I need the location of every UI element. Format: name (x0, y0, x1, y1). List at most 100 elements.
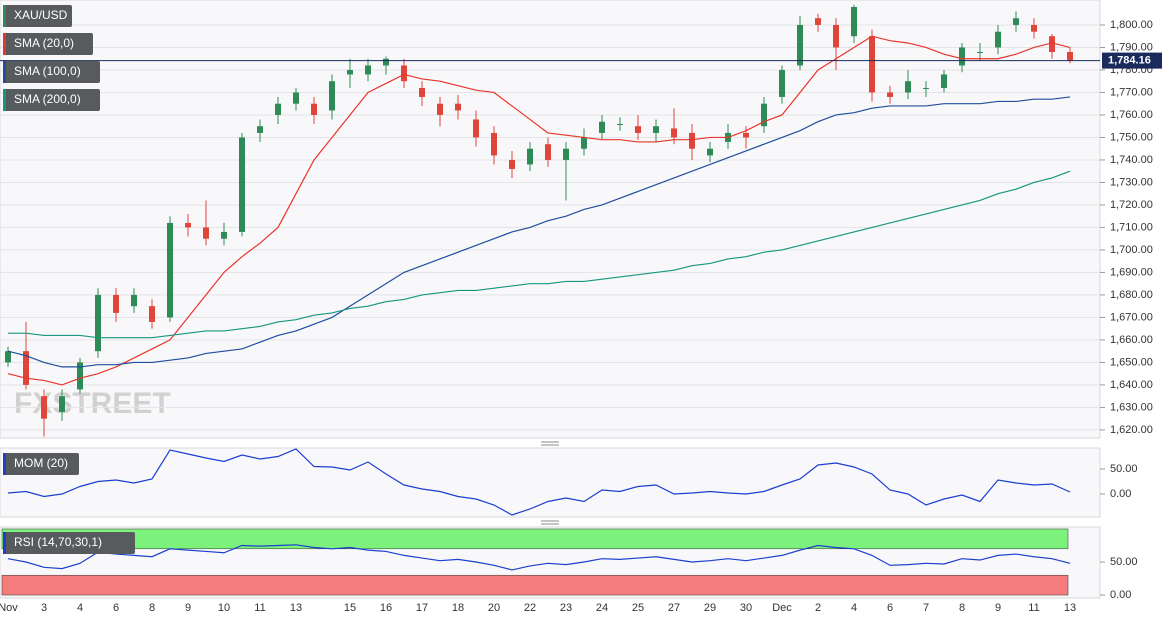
legend-label: RSI (14,70,30,1) (14, 535, 102, 549)
legend-swatch (3, 532, 6, 554)
legend-swatch (3, 453, 6, 475)
legend-swatch (3, 89, 6, 111)
x-tick-label: 20 (488, 602, 500, 614)
main-panel (0, 0, 1101, 439)
candle-body (689, 132, 695, 149)
candle-body (419, 87, 425, 97)
candle-body (167, 222, 173, 318)
legend-item[interactable]: SMA (200,0) (3, 89, 100, 111)
y-tick-label: 1,700.00 (1110, 244, 1153, 256)
last-price-label: 1,784.16 (1108, 55, 1151, 67)
y-tick-label: 1,770.00 (1110, 86, 1153, 98)
candle-body (149, 306, 155, 322)
candle-body (239, 137, 245, 232)
candle-body (293, 92, 299, 104)
series-line (7, 96, 1071, 368)
candle-body (905, 81, 911, 93)
rsi-band (1, 574, 1069, 596)
candle-body (401, 65, 407, 82)
candle-body (635, 126, 641, 133)
legend-box (3, 532, 135, 554)
candle-body (491, 132, 497, 156)
legend-box (3, 33, 93, 55)
y-tick-label: 1,640.00 (1110, 379, 1153, 391)
y-tick-label: 1,680.00 (1110, 289, 1153, 301)
x-tick-label: 17 (416, 602, 428, 614)
candle-body (833, 24, 839, 48)
candle-body (455, 103, 461, 111)
candle-body (923, 87, 929, 89)
x-tick-label: 10 (218, 602, 230, 614)
candle-body (1049, 36, 1055, 52)
x-tick-label: 30 (740, 602, 752, 614)
x-tick-label: 4 (77, 602, 83, 614)
candle-body (1067, 51, 1073, 61)
legend-box (3, 453, 79, 475)
last-price-box (1102, 52, 1162, 69)
series-line (8, 170, 1071, 339)
x-tick-label: 2 (815, 602, 821, 614)
y-tick-label: 1,710.00 (1110, 221, 1153, 233)
series-line (7, 544, 1071, 571)
candle-body (815, 18, 821, 25)
legend-item[interactable]: MOM (20) (3, 453, 79, 475)
x-tick-label: 11 (1028, 602, 1039, 614)
candle-body (221, 231, 227, 239)
candle-body (797, 24, 803, 66)
legend-item[interactable]: XAU/USD (3, 5, 72, 27)
splitter[interactable] (541, 441, 559, 446)
candle-body (509, 159, 515, 169)
candle-body (185, 222, 191, 228)
x-tick-label: 9 (995, 602, 1001, 614)
candle-body (275, 103, 281, 115)
candle-body (59, 396, 65, 412)
x-tick-label: 3 (41, 602, 47, 614)
series-line (7, 448, 1071, 516)
candle-body (761, 103, 767, 127)
candle-body (473, 119, 479, 138)
candle-body (5, 351, 11, 363)
candle-body (851, 6, 857, 37)
y-tick-label: 0.00 (1110, 589, 1131, 601)
x-tick-label: 6 (887, 602, 893, 614)
legend-item[interactable]: RSI (14,70,30,1) (3, 532, 135, 554)
y-tick-label: 1,670.00 (1110, 311, 1153, 323)
y-tick-label: 1,800.00 (1110, 19, 1153, 31)
legend-label: SMA (200,0) (14, 92, 81, 106)
y-tick-label: 1,720.00 (1110, 199, 1153, 211)
candle-body (311, 103, 317, 115)
candle-body (257, 126, 263, 133)
y-tick-label: 1,740.00 (1110, 154, 1153, 166)
x-tick-label: 24 (596, 602, 608, 614)
y-tick-label: 1,760.00 (1110, 109, 1153, 121)
x-tick-label: 8 (149, 602, 155, 614)
legend-label: XAU/USD (14, 8, 68, 22)
x-tick-label: 8 (959, 602, 965, 614)
x-tick-label: 16 (380, 602, 392, 614)
x-tick-label: 29 (704, 602, 716, 614)
legend-item[interactable]: SMA (20,0) (3, 33, 93, 55)
y-tick-label: 1,650.00 (1110, 356, 1153, 368)
x-tick-label: 13 (290, 602, 302, 614)
candle-body (203, 227, 209, 239)
candle-body (995, 31, 1001, 48)
x-tick-label: 22 (524, 602, 536, 614)
x-tick-label: 4 (851, 602, 857, 614)
candle-body (653, 126, 659, 133)
candle-body (545, 144, 551, 160)
candle-body (887, 92, 893, 97)
candle-body (113, 294, 119, 313)
candle-body (599, 121, 605, 133)
legend-label: SMA (20,0) (14, 36, 74, 50)
legend-item[interactable]: SMA (100,0) (3, 61, 100, 83)
candle-body (977, 51, 983, 53)
y-tick-label: 1,750.00 (1110, 131, 1153, 143)
candle-body (869, 36, 875, 93)
splitter[interactable] (541, 520, 559, 525)
x-tick-label: 25 (632, 602, 644, 614)
candle-body (383, 58, 389, 66)
legend-label: MOM (20) (14, 456, 68, 470)
series-line (7, 35, 1071, 386)
watermark: FXSTREET (14, 387, 171, 420)
